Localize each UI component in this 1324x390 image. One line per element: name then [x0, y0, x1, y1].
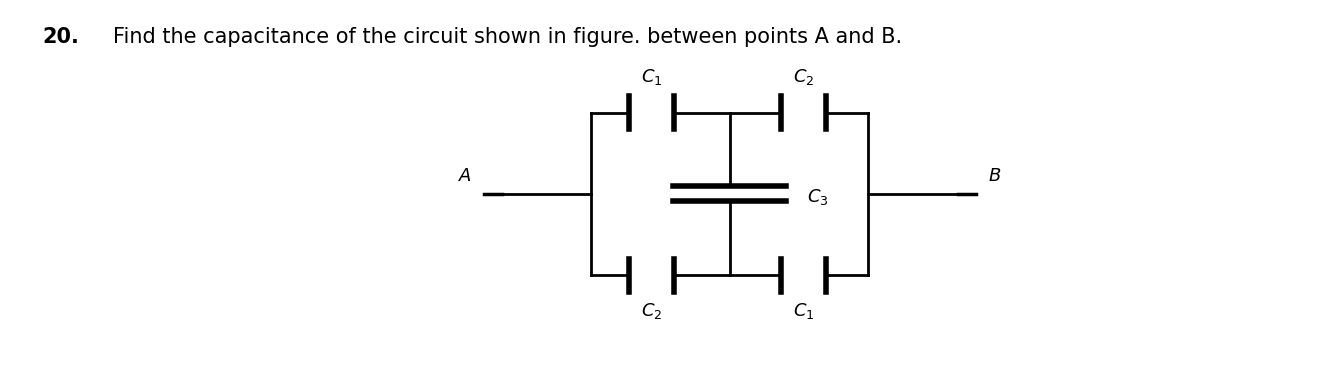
- Text: $C_3$: $C_3$: [806, 187, 829, 207]
- Text: Find the capacitance of the circuit shown in figure. between points A and B.: Find the capacitance of the circuit show…: [113, 27, 902, 47]
- Text: $C_2$: $C_2$: [793, 67, 814, 87]
- Text: $C_1$: $C_1$: [793, 301, 814, 321]
- Text: 20.: 20.: [42, 27, 79, 47]
- Text: B: B: [989, 167, 1001, 185]
- Text: A: A: [459, 167, 471, 185]
- Text: $C_2$: $C_2$: [641, 301, 662, 321]
- Text: $C_1$: $C_1$: [641, 67, 662, 87]
